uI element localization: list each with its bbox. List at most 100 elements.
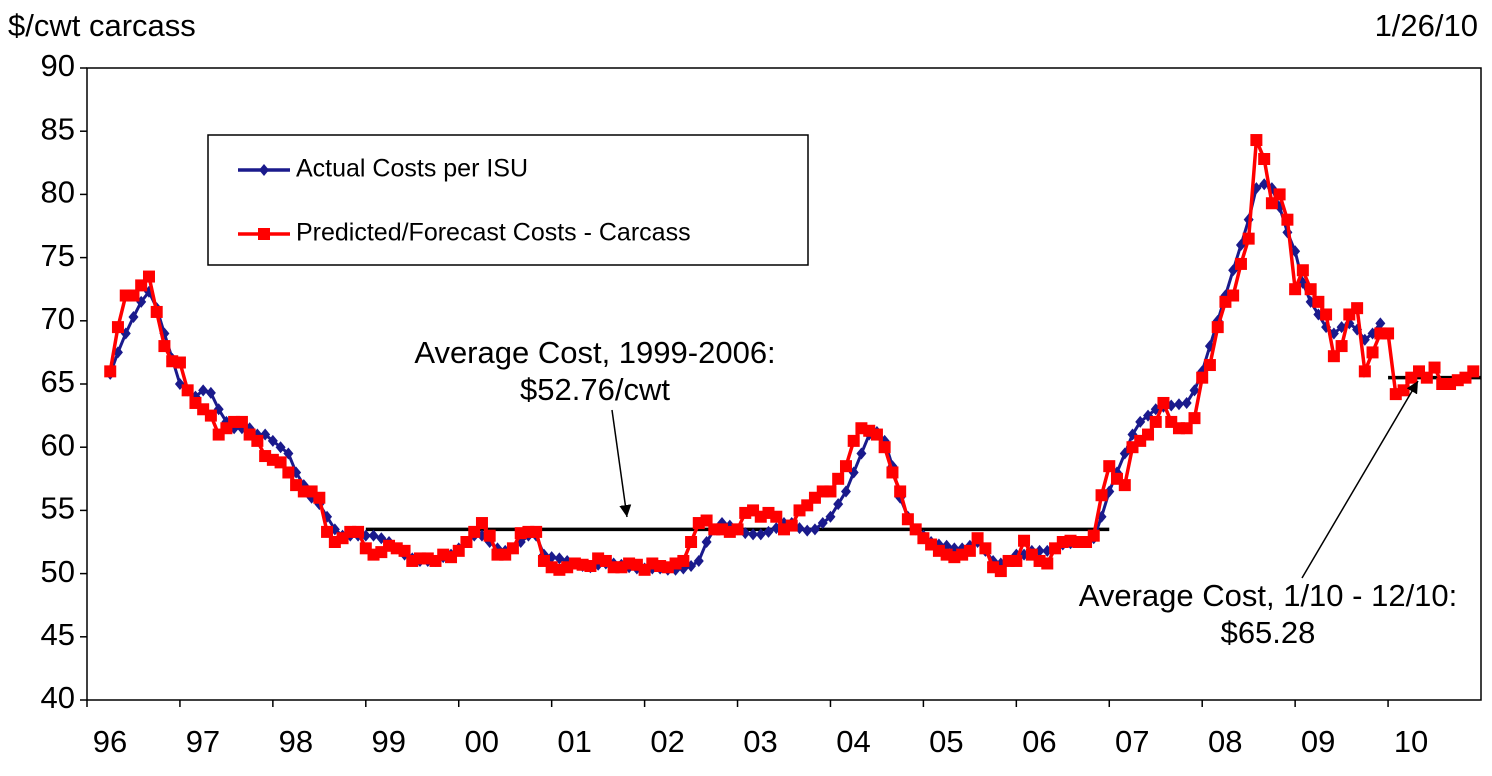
data-point <box>274 456 287 469</box>
data-point <box>963 544 976 557</box>
data-point <box>1250 134 1263 147</box>
data-point <box>693 554 704 567</box>
data-point <box>1273 188 1286 201</box>
data-point <box>979 542 992 555</box>
legend: Actual Costs per ISU Predicted/Forecast C… <box>207 134 809 266</box>
annotation-text: Average Cost, 1/10 - 12/10: <box>1079 578 1458 613</box>
data-point <box>1296 264 1309 277</box>
data-point <box>817 517 828 530</box>
data-point <box>1382 327 1395 340</box>
x-tick-label: 01 <box>557 724 591 759</box>
y-tick-label: 85 <box>41 111 75 146</box>
annotation-arrow <box>1301 380 1419 579</box>
x-tick-label: 07 <box>1115 724 1149 759</box>
data-point <box>1010 554 1023 567</box>
y-tick-label: 65 <box>41 364 75 399</box>
y-tick-label: 40 <box>41 680 75 715</box>
x-tick-label: 97 <box>186 724 220 759</box>
data-point <box>1118 479 1131 492</box>
data-point <box>1041 557 1054 570</box>
x-tick-label: 10 <box>1394 724 1428 759</box>
data-point <box>763 525 774 538</box>
data-point <box>150 305 163 318</box>
data-point <box>158 340 171 353</box>
data-point <box>506 542 519 555</box>
data-point <box>762 506 775 519</box>
data-point <box>460 536 473 548</box>
data-point <box>856 447 867 460</box>
data-point <box>1180 422 1193 435</box>
annotation-text: $52.76/cwt <box>520 372 670 407</box>
data-point <box>267 434 278 447</box>
data-point <box>1103 460 1116 473</box>
data-point <box>1258 153 1271 166</box>
data-point <box>755 528 766 541</box>
data-point <box>1096 510 1107 523</box>
data-point <box>1304 283 1317 296</box>
data-point <box>1320 308 1333 321</box>
data-point <box>313 491 326 504</box>
data-point <box>1397 384 1410 397</box>
data-point <box>205 386 216 399</box>
data-point <box>839 460 852 473</box>
data-point <box>204 409 217 422</box>
legend-label: Predicted/Forecast Costs - Carcass <box>296 219 691 247</box>
x-tick-label: 99 <box>372 724 406 759</box>
data-point <box>1142 428 1155 441</box>
legend-label: Actual Costs per ISU <box>296 155 528 183</box>
data-point <box>1281 213 1294 226</box>
y-tick-label: 60 <box>41 427 75 462</box>
data-point <box>971 532 984 545</box>
data-point <box>251 434 264 447</box>
data-point <box>685 536 698 548</box>
data-point <box>1227 289 1240 302</box>
y-tick-label: 55 <box>41 491 75 526</box>
y-tick-label: 75 <box>41 238 75 273</box>
data-point <box>1149 415 1162 428</box>
data-point <box>173 356 186 369</box>
x-tick-label: 02 <box>650 724 684 759</box>
data-point <box>1018 534 1031 547</box>
data-point <box>352 525 365 538</box>
annotation-text: Average Cost, 1999-2006: <box>414 335 775 370</box>
x-tick-label: 06 <box>1022 724 1056 759</box>
data-point <box>731 523 744 536</box>
data-point <box>1173 398 1184 411</box>
data-point <box>886 466 899 479</box>
data-point <box>847 434 860 447</box>
data-point <box>878 441 891 454</box>
data-point <box>1135 415 1146 428</box>
x-tick-label: 05 <box>929 724 963 759</box>
data-point <box>754 510 767 523</box>
data-point <box>235 415 248 428</box>
data-point <box>1211 321 1224 334</box>
data-point <box>368 529 379 542</box>
data-point <box>1196 371 1209 384</box>
data-point <box>1366 346 1379 359</box>
data-point <box>1327 350 1340 363</box>
data-point <box>824 485 837 498</box>
x-tick-label: 00 <box>464 724 498 759</box>
data-point <box>1375 317 1386 330</box>
data-point <box>894 485 907 498</box>
legend-marker <box>259 164 269 176</box>
data-point <box>128 311 139 324</box>
data-point <box>1095 489 1108 502</box>
data-point <box>809 523 820 536</box>
x-tick-label: 04 <box>836 724 870 759</box>
data-point <box>770 510 783 523</box>
y-unit-label: $/cwt carcass <box>8 8 196 43</box>
x-tick-label: 98 <box>279 724 313 759</box>
date-label: 1/26/10 <box>1375 8 1478 43</box>
data-point <box>1312 295 1325 308</box>
data-point <box>275 441 286 454</box>
data-point <box>321 525 334 538</box>
legend-marker <box>258 228 270 240</box>
data-point <box>1188 412 1201 425</box>
data-point <box>104 365 117 378</box>
data-point <box>181 384 194 397</box>
y-tick-label: 50 <box>41 554 75 589</box>
data-point <box>1335 340 1348 353</box>
x-tick-label: 03 <box>743 724 777 759</box>
